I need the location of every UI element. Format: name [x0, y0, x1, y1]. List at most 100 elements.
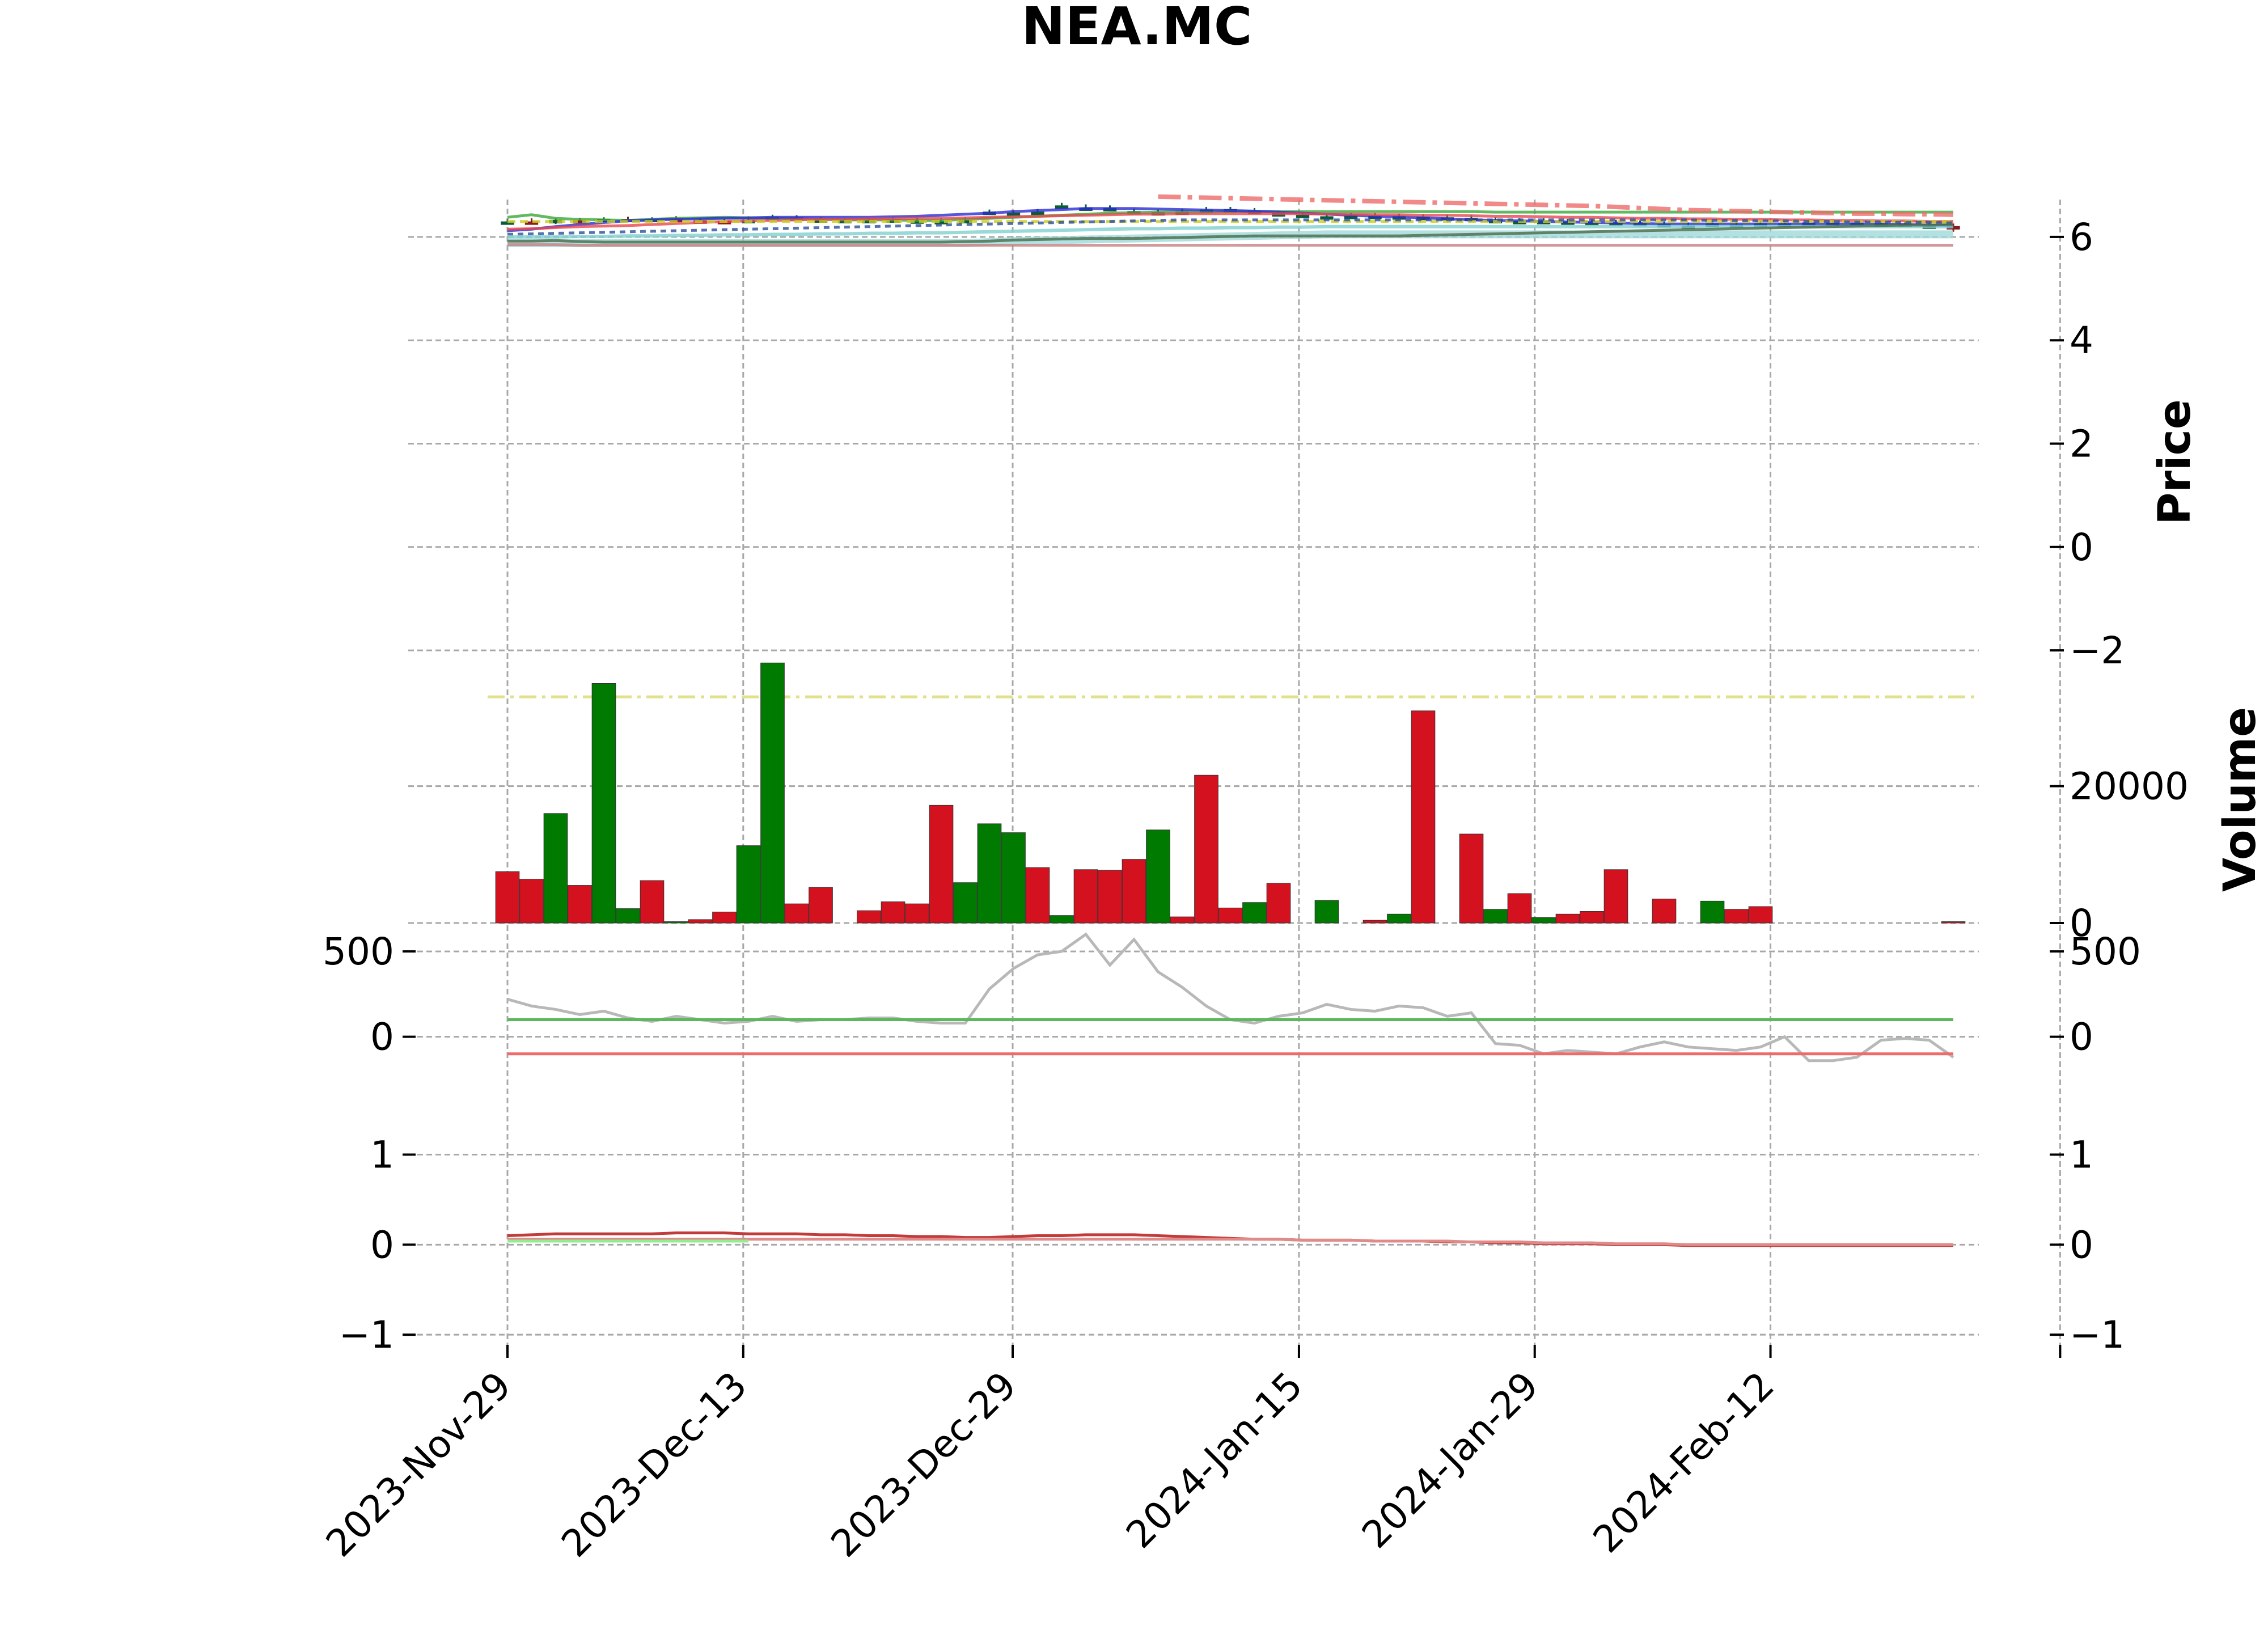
chart-title: NEA.MC — [1022, 0, 1253, 57]
candle-body — [862, 219, 876, 223]
y-tick-label: 1 — [370, 1133, 394, 1176]
x-tick-label: 2023-Dec-13 — [553, 1364, 756, 1566]
indicator-line — [507, 932, 1954, 1062]
price-overlay-line — [1158, 194, 1954, 217]
candle-body — [934, 221, 948, 225]
price-overlay-line — [507, 218, 1954, 236]
volume-bar — [1531, 917, 1556, 924]
volume-bar — [664, 921, 688, 924]
volume-bar — [1266, 883, 1291, 924]
volume-bar — [616, 908, 640, 924]
volume-bar — [1387, 913, 1411, 924]
y-tick-label: 4 — [2070, 319, 2093, 362]
price-overlay-line — [507, 225, 1953, 239]
volume-bar — [1507, 893, 1532, 924]
volume-bar — [905, 903, 929, 924]
volume-bar — [881, 901, 905, 924]
volume-bar — [1411, 710, 1436, 924]
volume-bar — [1459, 833, 1484, 924]
y-tick-label: 20000 — [2070, 765, 2189, 808]
y-tick-label: 2 — [2070, 422, 2093, 466]
x-tick-label: 2024-Jan-29 — [1353, 1364, 1547, 1557]
indicator-line — [507, 1238, 1953, 1246]
grid-layer — [408, 200, 2061, 1356]
volume-bar — [1098, 870, 1122, 924]
candle-body — [910, 220, 924, 224]
x-tick-label: 2023-Dec-29 — [823, 1364, 1025, 1566]
volume-bar — [1363, 920, 1387, 924]
volume-layer — [495, 662, 1966, 924]
y-tick-label: 0 — [2070, 901, 2093, 945]
candle-body — [524, 221, 539, 225]
volume-bar — [784, 903, 809, 924]
volume-bar — [1748, 906, 1773, 924]
volume-axis-label: Volume — [2215, 707, 2266, 892]
y-tick-label: 0 — [370, 1015, 394, 1059]
volume-bar — [568, 885, 592, 924]
candle-body — [501, 221, 514, 225]
candle-body — [1006, 213, 1021, 217]
volume-bar — [688, 919, 713, 924]
y-tick-label: 0 — [2070, 1223, 2093, 1267]
y-tick-label: −2 — [2070, 629, 2125, 672]
candle-body — [549, 219, 562, 223]
indicator-layer — [507, 932, 1954, 1247]
volume-bar — [809, 887, 833, 924]
volume-bar — [1146, 829, 1170, 924]
candle-body — [1320, 216, 1334, 220]
volume-bar — [929, 805, 954, 924]
volume-bar — [543, 813, 568, 924]
volume-bar — [1001, 832, 1026, 924]
volume-bar — [1483, 909, 1508, 924]
volume-bar — [1122, 859, 1146, 924]
price-overlay-line — [507, 223, 1954, 244]
y-tick-label: 0 — [2070, 526, 2093, 569]
volume-bar — [1941, 921, 1966, 924]
candle-body — [1055, 205, 1069, 209]
volume-bar — [736, 845, 761, 924]
y-tick-label: 1 — [2070, 1133, 2093, 1176]
volume-bar — [1242, 902, 1267, 924]
candle-body — [1296, 214, 1310, 218]
candle-body — [1031, 211, 1044, 215]
volume-bar — [591, 683, 616, 924]
volume-bar — [495, 871, 520, 924]
volume-bar — [1580, 911, 1604, 924]
volume-bar — [953, 882, 978, 924]
y-tick-label: 0 — [2070, 1015, 2093, 1059]
volume-bar — [1314, 900, 1339, 924]
y-tick-label: −1 — [2070, 1313, 2125, 1357]
volume-bar — [712, 912, 737, 924]
volume-bar — [1050, 915, 1074, 924]
volume-bar — [1603, 869, 1628, 924]
volume-bar — [1700, 900, 1725, 924]
volume-bar — [1073, 869, 1098, 924]
y-tick-label: 0 — [370, 1223, 394, 1267]
volume-bar — [1724, 909, 1749, 924]
volume-bar — [1218, 907, 1243, 924]
candle-body — [958, 219, 972, 223]
overlay-layer — [488, 194, 1979, 698]
price-axis-label: Price — [2149, 399, 2201, 525]
x-tick-label: 2024-Feb-12 — [1585, 1364, 1783, 1561]
volume-bar — [1170, 916, 1195, 924]
volume-bar — [760, 662, 785, 924]
y-tick-label: 6 — [2070, 215, 2093, 259]
volume-bar — [640, 880, 665, 924]
volume-bar — [1194, 774, 1218, 924]
candle-body — [573, 219, 587, 223]
x-tick-label: 2024-Jan-15 — [1118, 1364, 1311, 1557]
volume-bar — [519, 879, 544, 924]
y-tick-label: 500 — [2070, 930, 2141, 973]
volume-bar — [1025, 867, 1050, 924]
candle-body — [1344, 215, 1358, 219]
volume-bar — [1555, 913, 1580, 924]
y-tick-label: 500 — [323, 930, 394, 973]
x-tick-label: 2023-Nov-29 — [318, 1364, 519, 1565]
volume-bar — [977, 823, 1002, 924]
price-overlay-line — [507, 207, 1954, 232]
volume-bar — [857, 910, 881, 924]
volume-bar — [1652, 899, 1677, 924]
y-tick-label: −1 — [339, 1313, 394, 1357]
